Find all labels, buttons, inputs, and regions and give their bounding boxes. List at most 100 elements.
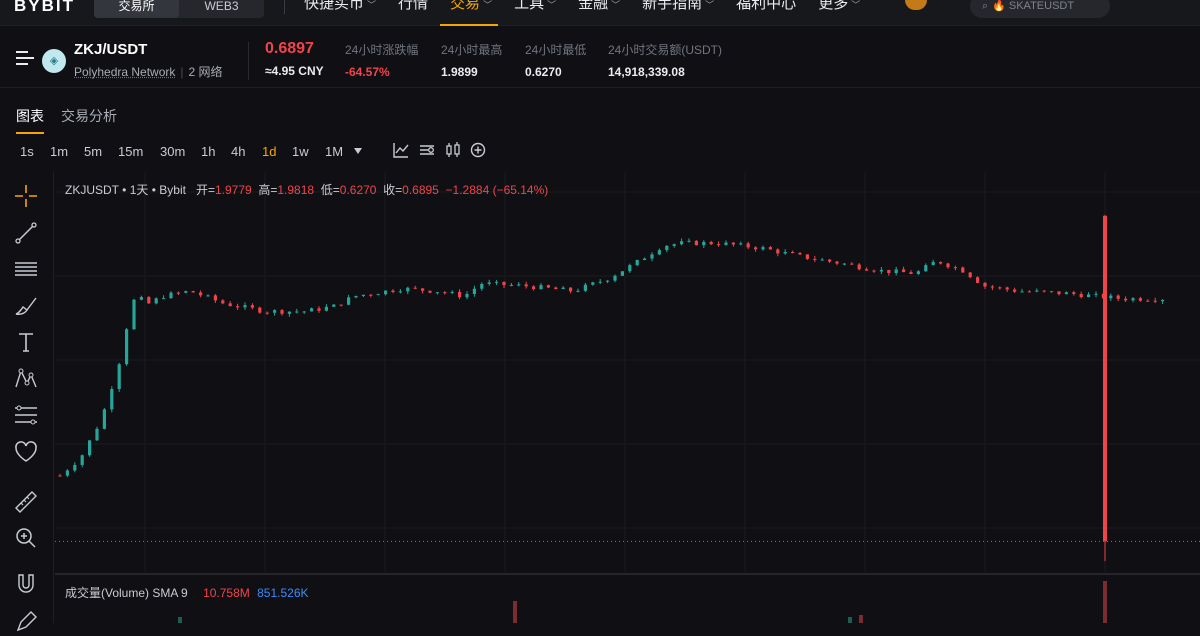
stat-label: 24小时最低	[525, 43, 587, 57]
nav-item-6[interactable]: 福利中心	[736, 0, 796, 20]
project-name[interactable]: Polyhedra Network	[74, 65, 176, 79]
tab-trade-analysis[interactable]: 交易分析	[61, 108, 117, 124]
candle-body	[1064, 292, 1068, 295]
candle-body	[509, 284, 513, 286]
legend-high-label: 高=	[258, 183, 278, 197]
nav-item-7[interactable]: 更多 ﹀	[818, 0, 860, 20]
timeframe-4h[interactable]: 4h	[231, 144, 246, 159]
candlestick-chart[interactable]	[55, 172, 1200, 623]
fib-tool-icon[interactable]	[12, 401, 40, 429]
candle-type-icon[interactable]	[444, 141, 462, 159]
volume-bar	[513, 601, 517, 623]
nav-item-label: 交易	[450, 0, 481, 12]
indicator-line-icon[interactable]	[392, 141, 410, 159]
candle-body	[620, 271, 624, 276]
nav-item-2[interactable]: 交易 ﹀	[440, 0, 499, 26]
candle-body	[206, 295, 210, 297]
magnet-icon[interactable]	[12, 570, 40, 598]
candle-body	[184, 291, 188, 293]
candle-body	[421, 288, 425, 291]
chart-tabs: 图表 交易分析	[0, 96, 1200, 134]
candle-body	[731, 242, 735, 245]
timeframe-1d[interactable]: 1d	[262, 144, 277, 159]
candle-body	[1057, 291, 1061, 295]
nav-item-1[interactable]: 行情	[398, 0, 428, 20]
bybit-logo[interactable]: BYBIT	[14, 0, 75, 16]
chevron-down-icon: ﹀	[851, 0, 861, 10]
candle-body	[613, 275, 617, 281]
candle-body	[909, 272, 913, 274]
candle-body	[487, 282, 491, 284]
candle-body	[117, 364, 121, 390]
timeframe-1M[interactable]: 1M	[325, 144, 344, 159]
candle-body	[650, 254, 654, 259]
promo-icon[interactable]	[905, 0, 927, 10]
networks-count[interactable]: 2 网络	[188, 65, 223, 79]
candle-body	[428, 290, 432, 293]
candle-body	[1138, 298, 1142, 301]
favorite-heart-icon[interactable]	[12, 438, 40, 466]
candle-body	[502, 281, 506, 286]
volume-label: 成交量(Volume)	[65, 586, 150, 600]
volume-sma-value: 851.526K	[257, 586, 309, 600]
candle-body	[287, 311, 291, 314]
candle-body	[324, 306, 328, 311]
candle-body	[450, 291, 454, 293]
legend-high: 1.9818	[277, 183, 315, 197]
horizontal-lines-icon[interactable]	[12, 255, 40, 283]
nav-item-label: 工具	[514, 0, 545, 12]
crosshair-icon[interactable]	[12, 182, 40, 210]
menu-icon[interactable]	[16, 51, 34, 65]
candle-body	[657, 250, 661, 255]
candle-body	[672, 244, 676, 246]
candle-body	[310, 308, 314, 312]
candle-body	[532, 286, 536, 290]
timeframe-15m[interactable]: 15m	[118, 144, 144, 159]
fire-icon: 🔥	[992, 0, 1006, 12]
candle-body	[820, 259, 824, 261]
legend-exchange: Bybit	[159, 183, 186, 197]
candle-body	[739, 243, 743, 245]
ruler-icon[interactable]	[12, 488, 40, 516]
brush-icon[interactable]	[12, 292, 40, 320]
volume-bar	[178, 617, 182, 623]
candle-body	[754, 247, 758, 250]
candle-body	[1050, 291, 1054, 293]
volume-bar	[848, 617, 852, 623]
timeframe-5m[interactable]: 5m	[84, 144, 103, 159]
nav-item-3[interactable]: 工具 ﹀	[514, 0, 556, 20]
search-input[interactable]: ⌕ 🔥 SKATEUSDT	[970, 0, 1110, 18]
candle-body	[1116, 295, 1120, 299]
nav-item-5[interactable]: 新手指南 ﹀	[642, 0, 714, 20]
price-chart-area[interactable]: ZKJUSDT • 1天 • Bybit 开=1.9779 高=1.9818 低…	[55, 172, 1200, 623]
candle-body	[643, 258, 647, 261]
pattern-icon[interactable]	[12, 365, 40, 393]
candle-body	[1020, 291, 1024, 293]
timeframe-1s[interactable]: 1s	[20, 144, 34, 159]
cny-price: ≈4.95 CNY	[265, 64, 324, 78]
candle-body	[435, 292, 439, 294]
candle-body	[213, 295, 217, 301]
candle-body	[776, 249, 780, 254]
add-indicator-icon[interactable]	[469, 141, 487, 159]
zoom-in-icon[interactable]	[12, 524, 40, 552]
timeframe-1w[interactable]: 1w	[292, 144, 309, 159]
timeframe-1h[interactable]: 1h	[201, 144, 216, 159]
segment-exchange[interactable]: 交易所	[94, 0, 179, 18]
trading-pair[interactable]: ZKJ/USDT	[74, 41, 148, 58]
segment-web3[interactable]: WEB3	[204, 0, 239, 13]
timeframe-dropdown-icon[interactable]	[354, 148, 362, 154]
nav-item-0[interactable]: 快捷买币 ﹀	[304, 0, 376, 20]
timeframe-1m[interactable]: 1m	[50, 144, 69, 159]
candle-body	[191, 291, 195, 293]
pencil-icon[interactable]	[12, 608, 40, 636]
nav-item-4[interactable]: 金融 ﹀	[578, 0, 620, 20]
candle-body	[680, 241, 684, 245]
candle-body	[413, 287, 417, 289]
timeframe-30m[interactable]: 30m	[160, 144, 186, 159]
tab-chart[interactable]: 图表	[16, 108, 44, 134]
chart-settings-icon[interactable]	[418, 141, 436, 159]
candle-body	[495, 281, 499, 283]
trend-line-icon[interactable]	[12, 219, 40, 247]
text-icon[interactable]	[12, 328, 40, 356]
